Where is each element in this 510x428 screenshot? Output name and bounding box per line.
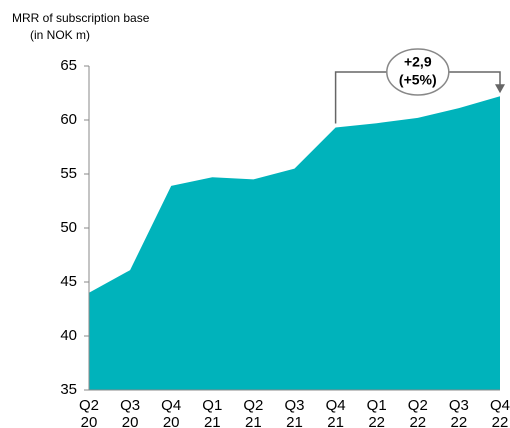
y-tick-label: 60 — [60, 111, 77, 128]
x-tick-label: Q2 22 — [407, 397, 428, 428]
annotation-text: (+5%) — [399, 72, 437, 88]
x-tick-label: Q3 22 — [448, 397, 469, 428]
x-tick-label: Q4 22 — [489, 397, 510, 428]
x-tick-label: Q4 20 — [161, 397, 182, 428]
x-tick-label: Q1 21 — [202, 397, 223, 428]
y-tick-label: 50 — [60, 219, 77, 236]
annotation-arrow — [495, 84, 505, 94]
annotation-bubble — [386, 48, 450, 96]
area — [89, 96, 500, 391]
x-tick-label: Q2 21 — [243, 397, 264, 428]
y-tick-label: 55 — [60, 165, 77, 182]
x-tick-label: Q4 21 — [325, 397, 346, 428]
y-tick-label: 65 — [60, 57, 77, 74]
y-tick-label: 35 — [60, 381, 77, 398]
x-tick-label: Q3 21 — [284, 397, 305, 428]
x-tick-label: Q1 22 — [366, 397, 387, 428]
y-axis-title: MRR of subscription base — [12, 11, 150, 25]
y-tick-label: 40 — [60, 327, 77, 344]
x-tick-label: Q3 20 — [120, 397, 141, 428]
annotation-text: +2,9 — [404, 54, 432, 70]
x-tick-label: Q2 20 — [78, 397, 99, 428]
y-axis-title: (in NOK m) — [30, 28, 90, 42]
y-tick-label: 45 — [60, 273, 77, 290]
